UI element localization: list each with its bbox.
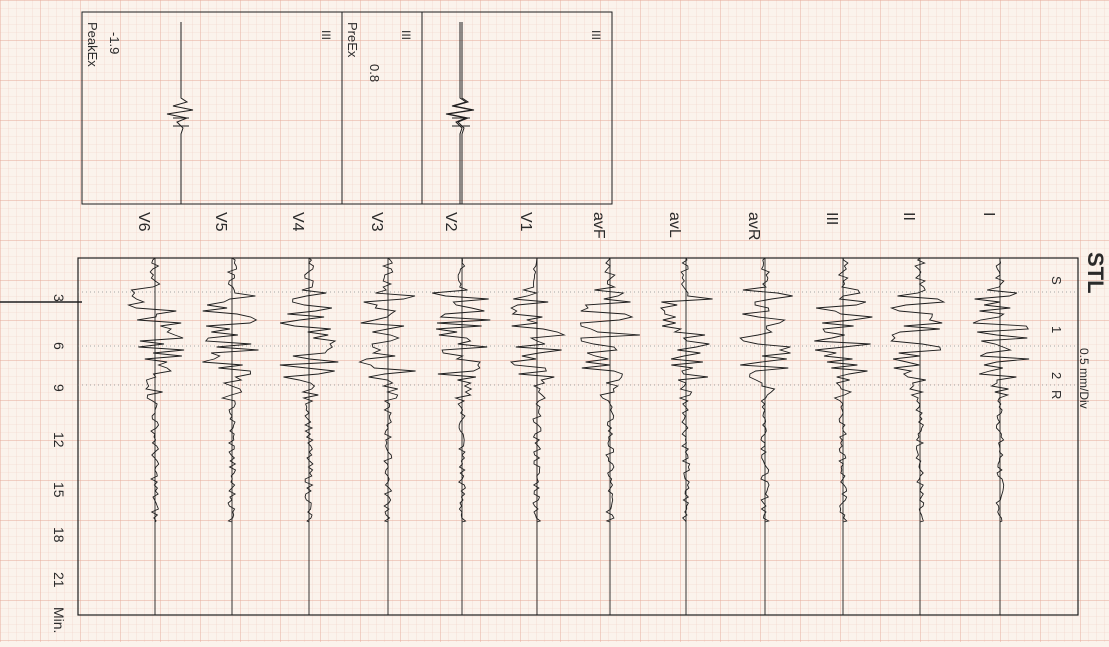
lead-label-v3: V3 <box>368 212 385 232</box>
time-tick-label: 6 <box>51 342 67 350</box>
lead-st-trace <box>579 257 640 523</box>
time-tick-label: 18 <box>51 527 67 543</box>
lead-label-v2: V2 <box>442 212 459 232</box>
inset-complex-panels: III III PreEx 0.8 III PeakEx -1.9 <box>81 11 613 205</box>
inset-lead-label: III <box>589 30 603 40</box>
lead-label-v4: V4 <box>289 212 306 232</box>
lead-label-v1: V1 <box>517 212 534 232</box>
time-tick-label: 21 <box>51 572 67 588</box>
inset-phase-label: PreEx <box>345 22 360 58</box>
stage-marker: S <box>1049 276 1064 285</box>
lead-st-trace <box>432 257 491 523</box>
lead-trend-avr <box>739 257 793 615</box>
lead-label-avl: avL <box>666 212 683 238</box>
lead-label-iii: III <box>823 212 840 225</box>
lead-label-avr: avR <box>745 212 762 240</box>
inset-complex-trace <box>445 22 473 204</box>
lead-trend-v2 <box>432 257 491 615</box>
lead-trend-v5 <box>202 257 259 615</box>
inset-panel: III PeakEx -1.9 <box>81 11 343 205</box>
plot-border <box>77 257 1079 616</box>
lead-st-trace <box>279 257 339 523</box>
time-tick-label: 9 <box>51 384 67 392</box>
inset-panel: III PreEx 0.8 <box>341 11 473 205</box>
scale-label: 0.5 mm/Div <box>1077 348 1091 409</box>
time-tick-label: Min. <box>51 607 67 633</box>
chart-labels: IIIIIIavRavLavFV1V2V3V4V5V636912151821Mi… <box>51 212 1108 633</box>
lead-label-ii: II <box>900 212 917 221</box>
stage-marker: 2 <box>1049 372 1064 379</box>
time-tick-label: 3 <box>51 294 67 302</box>
inset-phase-label: PeakEx <box>85 22 100 67</box>
inset-st-value: -1.9 <box>107 32 122 54</box>
lead-trend-v3 <box>358 257 416 615</box>
lead-st-trace <box>739 257 793 523</box>
inset-lead-label: III <box>399 30 413 40</box>
stage-marker: 1 <box>1049 326 1064 333</box>
lead-trend-v6 <box>127 257 185 615</box>
lead-label-i: I <box>980 212 997 216</box>
chart-title: STL <box>1083 252 1108 294</box>
lead-st-trace <box>358 257 416 523</box>
lead-trend-iii <box>814 257 873 615</box>
lead-label-v5: V5 <box>212 212 229 232</box>
lead-trend-v1 <box>509 257 566 615</box>
inset-border <box>81 11 343 205</box>
lead-st-trace <box>972 257 1030 523</box>
lead-st-trace <box>659 257 713 523</box>
time-tick-label: 15 <box>51 482 67 498</box>
st-trend-traces <box>127 257 1030 615</box>
lead-st-trace <box>127 257 185 523</box>
lead-label-v6: V6 <box>135 212 152 232</box>
lead-st-trace <box>814 257 873 523</box>
lead-trend-avf <box>579 257 640 615</box>
lead-trend-i <box>972 257 1030 615</box>
time-tick-label: 12 <box>51 432 67 448</box>
inset-st-value: 0.8 <box>367 64 382 82</box>
lead-trend-v4 <box>279 257 339 615</box>
stage-marker: R <box>1049 390 1064 399</box>
lead-trend-avl <box>659 257 713 615</box>
lead-trend-ii <box>889 257 946 615</box>
inset-lead-label: III <box>319 30 333 40</box>
lead-st-trace <box>889 257 946 523</box>
lead-st-trace <box>202 257 259 523</box>
lead-label-avf: avF <box>590 212 607 239</box>
inset-complex-trace <box>166 22 194 204</box>
lead-st-trace <box>509 257 566 523</box>
trend-plot-frame <box>0 257 1079 616</box>
